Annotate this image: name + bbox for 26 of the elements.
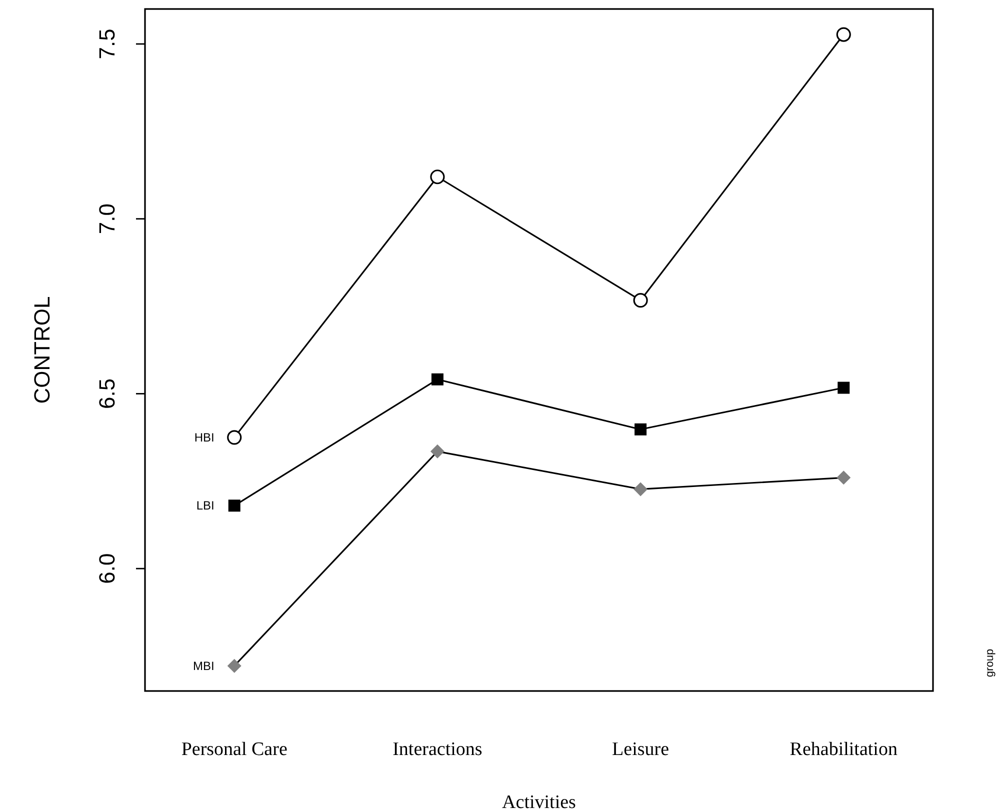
point [431, 373, 444, 386]
point [836, 27, 851, 42]
point [836, 470, 851, 485]
y-tick-label: 6.5 [94, 378, 120, 410]
series-label: HBI [194, 430, 214, 444]
point [228, 500, 240, 512]
x-tick-label: Leisure [612, 739, 670, 760]
x-tick-label: Personal Care [181, 739, 288, 760]
x-axis-title: Activities [502, 792, 576, 812]
point [634, 423, 647, 436]
series-label: MBI [193, 658, 214, 673]
y-tick-label: 6.0 [94, 553, 120, 584]
point [634, 482, 648, 496]
x-tick-label: Rehabilitation [790, 739, 898, 760]
y-tick-label: 7.0 [94, 204, 120, 234]
x-tick-label: Interactions [392, 739, 482, 760]
y-tick-label: 7.5 [94, 28, 120, 60]
point [430, 170, 445, 184]
point [430, 444, 444, 458]
point [227, 658, 242, 673]
point [838, 382, 850, 394]
point [227, 430, 242, 445]
y-axis-title: CONTROL [30, 296, 54, 404]
series-label: LBI [196, 498, 214, 513]
legend-title: group [984, 648, 996, 678]
point [633, 293, 648, 308]
